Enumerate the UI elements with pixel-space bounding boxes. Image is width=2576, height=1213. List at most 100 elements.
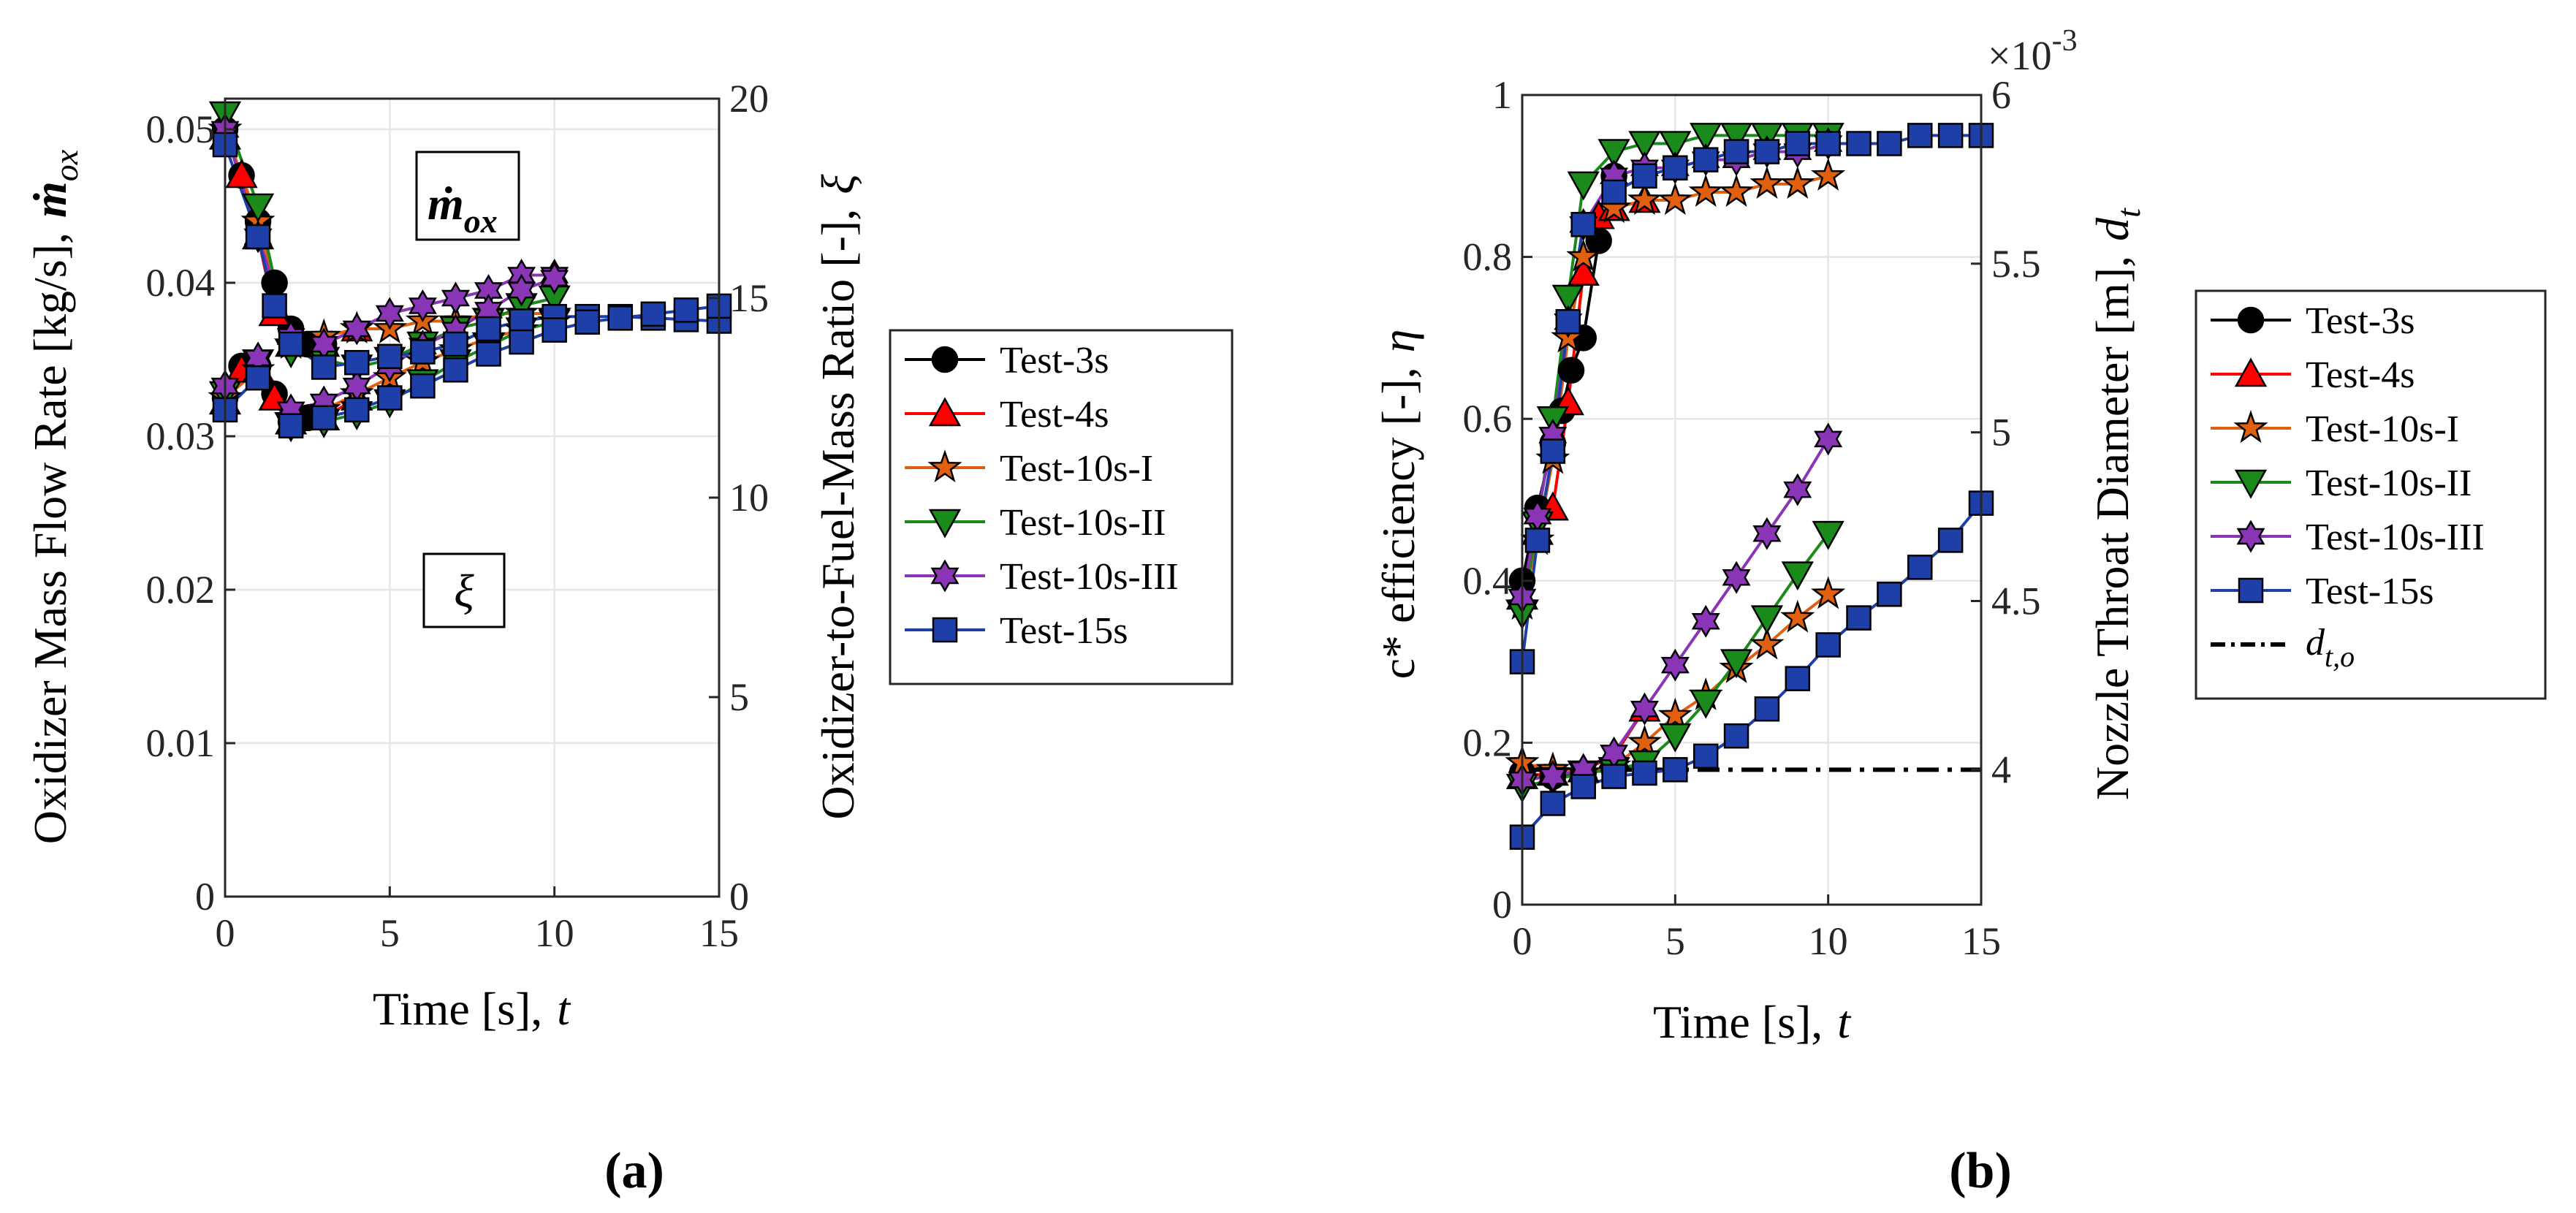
data-point-test-15s-mdot [344, 349, 370, 376]
x-tick-label: 15 [699, 911, 739, 955]
legend-marker [930, 559, 960, 593]
data-point-test-15s-xi [278, 413, 304, 438]
y-tick-label-right: 5 [1991, 411, 2011, 455]
legend-marker [2236, 520, 2265, 553]
data-point-test-15s-dt [1907, 555, 1933, 580]
x-tick-label: 0 [1513, 919, 1532, 963]
data-point-test-10s-iii-xi [342, 369, 371, 403]
legend-b: Test-3s Test-4s Test-10s-I Test-10s-II Test-… [2195, 289, 2547, 700]
data-point-test-10s-i-eta [1627, 182, 1662, 216]
legend-marker [2237, 306, 2265, 334]
legend-box [2195, 289, 2547, 700]
data-point-test-10s-iii-xi [507, 273, 536, 307]
data-point-test-10s-iii-mdot [375, 297, 404, 330]
series-group-b [1505, 123, 1994, 850]
data-point-test-15s-xi [542, 317, 567, 343]
data-point-test-15s-xi [640, 301, 666, 327]
chart-panel-b: 0 5 10 15 0 0.2 0.4 0.6 0.8 1 4 4.5 5 5.5 6 ×10-3 Time… [1372, 24, 2547, 1199]
legend-marker [928, 397, 962, 427]
data-point-test-15s-eta [1815, 131, 1841, 156]
data-point-test-15s-xi [311, 405, 337, 431]
data-point-test-10s-ii-eta [1597, 139, 1630, 169]
data-point-test-10s-ii-dt [1812, 520, 1844, 550]
data-point-test-15s-eta [1692, 147, 1719, 172]
legend-entry: Test-3s [1000, 340, 1109, 381]
y-tick-label-left: 0.6 [1463, 397, 1513, 441]
data-point-test-15s-xi [607, 305, 634, 331]
data-point-test-10s-ii-eta [1551, 284, 1584, 314]
y-tick-label-left: 0 [195, 875, 215, 919]
data-point-test-15s-dt [1692, 743, 1719, 769]
x-tick-label: 10 [1809, 919, 1848, 963]
data-point-test-10s-ii-dt [1659, 723, 1692, 753]
data-point-test-15s-mdot [443, 331, 468, 357]
data-point-test-10s-i-eta [1749, 166, 1785, 199]
data-point-test-10s-i-dt [1657, 697, 1692, 731]
series-group-a [208, 101, 732, 443]
ticks-b: 0 5 10 15 0 0.2 0.4 0.6 0.8 1 4 4.5 5 5.5 6 [1463, 73, 2041, 963]
data-point-test-15s-mdot [311, 354, 337, 380]
x-axis-label-a: Time [s], t [373, 983, 571, 1035]
legend-entry: Test-10s-II [2306, 463, 2471, 504]
y-tick-label-right: 4.5 [1991, 579, 2041, 623]
legend-entry: Test-10s-III [1000, 556, 1179, 598]
legend-entry: Test-15s [1000, 610, 1128, 652]
panel-label-b: (b) [1949, 1143, 2012, 1199]
data-point-test-10s-iii-dt [1722, 560, 1751, 594]
data-point-test-10s-iii-mdot [441, 281, 470, 315]
data-point-test-15s-dt [1877, 582, 1902, 607]
data-point-test-15s-eta [1663, 155, 1688, 180]
y-tick-label-left: 0.2 [1463, 720, 1513, 764]
y-tick-label-left: 0.05 [146, 107, 216, 151]
data-point-test-15s-eta [1723, 139, 1749, 164]
y-tick-label-right: 0 [729, 875, 749, 919]
data-point-test-10s-i-eta [1719, 174, 1754, 207]
data-point-test-15s-dt [1785, 666, 1811, 691]
annotation-xi: ξ [454, 565, 474, 617]
data-point-test-10s-ii-mdot [241, 193, 275, 223]
data-point-test-15s-dt [1540, 791, 1566, 816]
y-axis-label-right-b: Nozzle Throat Diameter [m],dt [2086, 208, 2147, 800]
data-point-test-4s-mdot [225, 159, 258, 189]
data-point-test-15s-dt [1815, 632, 1841, 658]
data-point-test-15s-xi [344, 397, 370, 423]
y-tick-label-left: 0.01 [146, 721, 216, 765]
data-point-test-10s-i-eta [1780, 166, 1815, 199]
data-point-test-15s-eta [1601, 179, 1627, 205]
data-point-test-15s-dt [1601, 764, 1627, 789]
data-point-test-15s-eta [1846, 131, 1872, 156]
data-point-test-15s-xi [410, 373, 436, 399]
data-point-test-10s-i-dt [1811, 576, 1846, 609]
legend-marker [932, 617, 958, 643]
data-point-test-15s-dt [1846, 605, 1872, 631]
data-point-test-15s-eta [1907, 123, 1933, 148]
legend-marker [2234, 357, 2268, 387]
data-point-test-10s-iii-dt [1783, 473, 1812, 506]
x-tick-label: 5 [380, 911, 400, 955]
data-point-test-10s-iii-dt [1630, 692, 1659, 726]
legend-marker [927, 449, 962, 483]
data-point-test-15s-mdot [377, 343, 403, 370]
x-axis-label-b: Time [s], t [1653, 996, 1852, 1048]
data-point-test-10s-ii-eta [1659, 131, 1692, 161]
annotation-box-mdot [415, 151, 520, 241]
data-point-test-15s-mdot [245, 224, 271, 250]
data-point-test-10s-ii-eta [1720, 123, 1753, 152]
data-point-test-15s-mdot [278, 331, 304, 357]
data-point-test-15s-mdot [410, 339, 436, 365]
legend-entry-dto: dt,o [2306, 622, 2355, 673]
data-point-test-15s-xi [509, 329, 534, 355]
data-point-test-15s-mdot [262, 293, 287, 319]
y-tick-label-left: 0 [1492, 883, 1512, 927]
data-point-test-10s-i-eta [1566, 238, 1601, 272]
x-tick-label: 0 [216, 911, 235, 955]
data-point-test-10s-ii-eta [1628, 131, 1661, 161]
data-point-test-15s-dt [1632, 760, 1657, 786]
data-point-test-10s-ii-dt [1690, 689, 1722, 719]
legend-entry: Test-10s-III [2306, 517, 2485, 558]
legend-entry: Test-4s [2306, 354, 2414, 396]
y-tick-label-right: 10 [729, 476, 769, 520]
data-point-test-10s-i-eta [1811, 158, 1846, 191]
data-point-test-10s-iii-dt [1752, 517, 1782, 550]
